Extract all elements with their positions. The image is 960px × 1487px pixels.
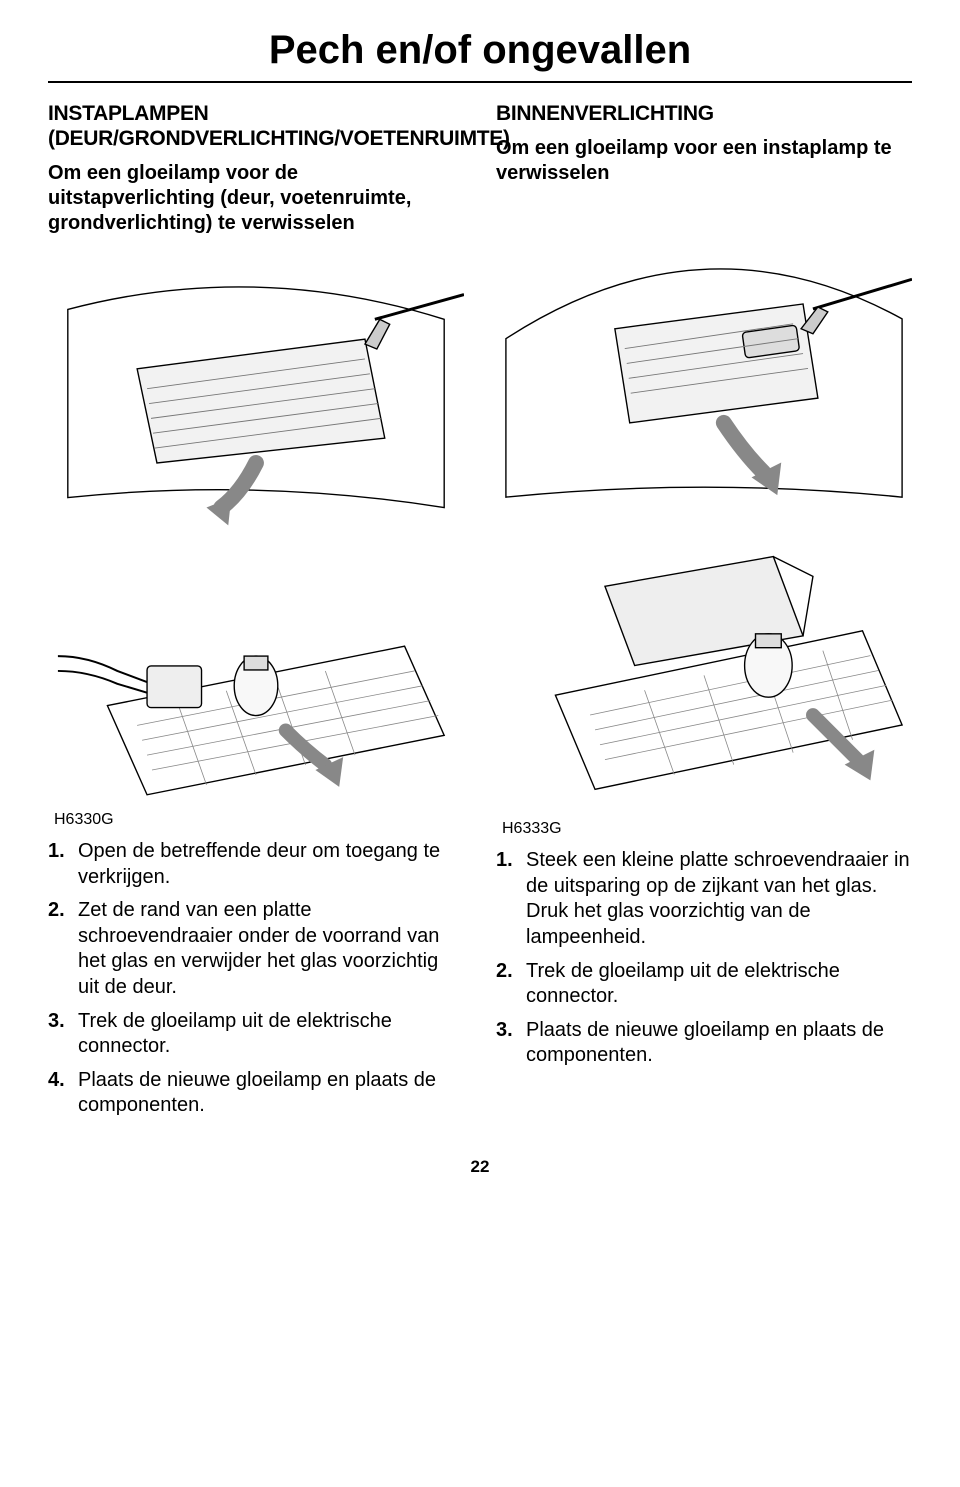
right-figure-label: H6333G: [502, 820, 912, 838]
right-intro: Om een gloeilamp voor een instaplamp te …: [496, 136, 912, 186]
left-figure: [48, 250, 464, 805]
illustration-h6333g: [496, 200, 912, 814]
right-step: Steek een kleine platte schroevendraaier…: [496, 848, 912, 950]
right-step: Trek de gloeilamp uit de elektrische con…: [496, 959, 912, 1010]
left-step: Zet de rand van een platte schroevendraa…: [48, 898, 464, 1000]
left-steps: Open de betreffende deur om toegang te v…: [48, 839, 464, 1119]
page-number: 22: [48, 1157, 912, 1177]
right-steps: Steek een kleine platte schroevendraaier…: [496, 848, 912, 1069]
left-column: INSTAPLAMPEN (DEUR/GRONDVERLICHTING/VOET…: [48, 101, 464, 1127]
right-step: Plaats de nieuwe gloeilamp en plaats de …: [496, 1018, 912, 1069]
left-heading: INSTAPLAMPEN (DEUR/GRONDVERLICHTING/VOET…: [48, 101, 464, 151]
left-step: Plaats de nieuwe gloeilamp en plaats de …: [48, 1068, 464, 1119]
left-step: Open de betreffende deur om toegang te v…: [48, 839, 464, 890]
illustration-h6330g: [48, 250, 464, 805]
left-figure-label: H6330G: [54, 811, 464, 829]
left-intro: Om een gloeilamp voor de uitstapverlicht…: [48, 161, 464, 236]
page-title: Pech en/of ongevallen: [48, 28, 912, 73]
content-columns: INSTAPLAMPEN (DEUR/GRONDVERLICHTING/VOET…: [48, 101, 912, 1127]
left-step: Trek de gloeilamp uit de elektrische con…: [48, 1009, 464, 1060]
right-column: BINNENVERLICHTING Om een gloeilamp voor …: [496, 101, 912, 1127]
right-figure: [496, 200, 912, 814]
right-heading: BINNENVERLICHTING: [496, 101, 912, 126]
title-rule: [48, 81, 912, 83]
